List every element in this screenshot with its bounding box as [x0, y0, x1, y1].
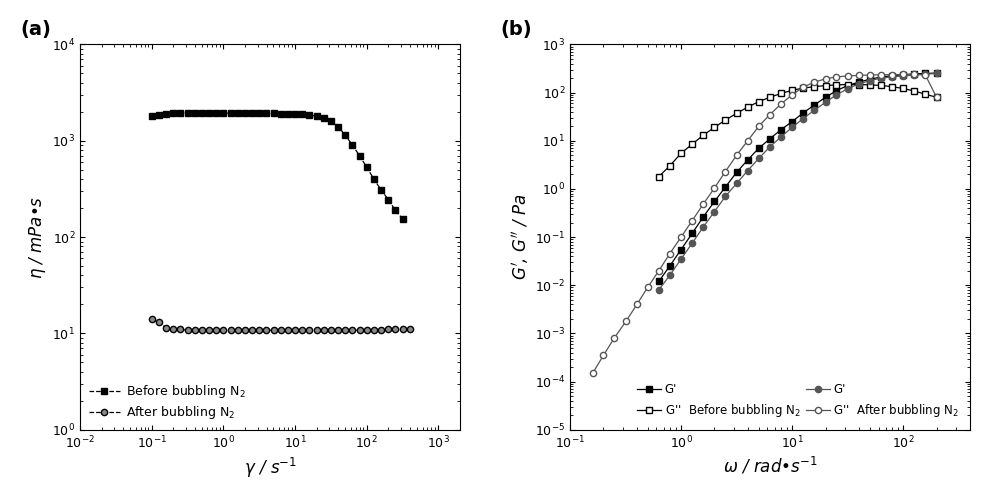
Before bubbling N$_2$: [332, 124, 344, 130]
After bubbling N$_2$: [339, 327, 351, 333]
After bubbling N$_2$: [332, 327, 344, 333]
Line: Before bubbling N$_2$: Before bubbling N$_2$: [149, 110, 406, 222]
Before bubbling N$_2$: [382, 197, 394, 203]
After bubbling N$_2$: [289, 327, 301, 333]
After bubbling N$_2$: [260, 327, 272, 333]
After bubbling N$_2$: [303, 327, 315, 333]
Before bubbling N$_2$: [160, 111, 172, 117]
Before bubbling N$_2$: [282, 111, 294, 117]
Before bubbling N$_2$: [325, 118, 337, 124]
After bubbling N$_2$: [346, 327, 358, 333]
Before bubbling N$_2$: [361, 165, 373, 170]
After bubbling N$_2$: [268, 327, 280, 333]
Y-axis label: $G'$, $G''$ / Pa: $G'$, $G''$ / Pa: [510, 194, 531, 281]
After bubbling N$_2$: [225, 327, 237, 333]
Before bubbling N$_2$: [354, 153, 366, 159]
Before bubbling N$_2$: [389, 207, 401, 213]
Before bubbling N$_2$: [217, 110, 229, 116]
After bubbling N$_2$: [375, 327, 387, 333]
After bubbling N$_2$: [232, 327, 244, 333]
After bubbling N$_2$: [311, 327, 323, 333]
Before bubbling N$_2$: [146, 113, 158, 119]
X-axis label: $\omega$ / rad•s$^{-1}$: $\omega$ / rad•s$^{-1}$: [723, 455, 817, 477]
Text: (b): (b): [500, 20, 532, 39]
After bubbling N$_2$: [153, 320, 165, 326]
After bubbling N$_2$: [275, 327, 287, 333]
After bubbling N$_2$: [354, 327, 366, 333]
Before bubbling N$_2$: [397, 216, 409, 222]
After bubbling N$_2$: [210, 327, 222, 333]
After bubbling N$_2$: [182, 327, 194, 333]
After bubbling N$_2$: [203, 327, 215, 333]
Before bubbling N$_2$: [253, 110, 265, 116]
Legend: Before bubbling N$_2$, After bubbling N$_2$: Before bubbling N$_2$, After bubbling N$…: [86, 381, 248, 423]
After bubbling N$_2$: [189, 327, 201, 333]
Text: (a): (a): [20, 20, 51, 39]
After bubbling N$_2$: [318, 327, 330, 333]
Before bubbling N$_2$: [225, 110, 237, 116]
After bubbling N$_2$: [382, 327, 394, 332]
After bubbling N$_2$: [325, 327, 337, 333]
After bubbling N$_2$: [167, 327, 179, 332]
After bubbling N$_2$: [282, 327, 294, 333]
Before bubbling N$_2$: [239, 110, 251, 116]
Before bubbling N$_2$: [368, 176, 380, 182]
After bubbling N$_2$: [397, 327, 409, 332]
Before bubbling N$_2$: [303, 112, 315, 118]
After bubbling N$_2$: [253, 327, 265, 333]
After bubbling N$_2$: [239, 327, 251, 333]
Before bubbling N$_2$: [182, 110, 194, 116]
Before bubbling N$_2$: [275, 111, 287, 117]
Before bubbling N$_2$: [196, 110, 208, 116]
After bubbling N$_2$: [389, 327, 401, 332]
Before bubbling N$_2$: [268, 111, 280, 117]
Before bubbling N$_2$: [346, 142, 358, 148]
After bubbling N$_2$: [368, 327, 380, 333]
Before bubbling N$_2$: [174, 110, 186, 116]
Y-axis label: $\eta$ / mPa•s: $\eta$ / mPa•s: [27, 196, 48, 279]
After bubbling N$_2$: [160, 325, 172, 330]
After bubbling N$_2$: [246, 327, 258, 333]
Before bubbling N$_2$: [318, 115, 330, 121]
Before bubbling N$_2$: [153, 112, 165, 118]
Before bubbling N$_2$: [203, 110, 215, 116]
After bubbling N$_2$: [296, 327, 308, 333]
After bubbling N$_2$: [146, 317, 158, 323]
After bubbling N$_2$: [361, 327, 373, 333]
After bubbling N$_2$: [196, 327, 208, 333]
Before bubbling N$_2$: [311, 113, 323, 119]
Before bubbling N$_2$: [167, 111, 179, 117]
Legend: G', G''  Before bubbling N$_2$, G', G''  After bubbling N$_2$: G', G'' Before bubbling N$_2$, G', G'' A…: [633, 378, 964, 424]
After bubbling N$_2$: [217, 327, 229, 333]
Before bubbling N$_2$: [210, 110, 222, 116]
Before bubbling N$_2$: [189, 110, 201, 116]
Line: After bubbling N$_2$: After bubbling N$_2$: [149, 316, 413, 333]
X-axis label: $\gamma$ / s$^{-1}$: $\gamma$ / s$^{-1}$: [244, 455, 296, 480]
Before bubbling N$_2$: [232, 110, 244, 116]
Before bubbling N$_2$: [246, 110, 258, 116]
Before bubbling N$_2$: [375, 187, 387, 193]
After bubbling N$_2$: [174, 327, 186, 332]
Before bubbling N$_2$: [289, 111, 301, 117]
After bubbling N$_2$: [404, 327, 416, 332]
Before bubbling N$_2$: [296, 112, 308, 118]
Before bubbling N$_2$: [339, 132, 351, 138]
Before bubbling N$_2$: [260, 111, 272, 117]
